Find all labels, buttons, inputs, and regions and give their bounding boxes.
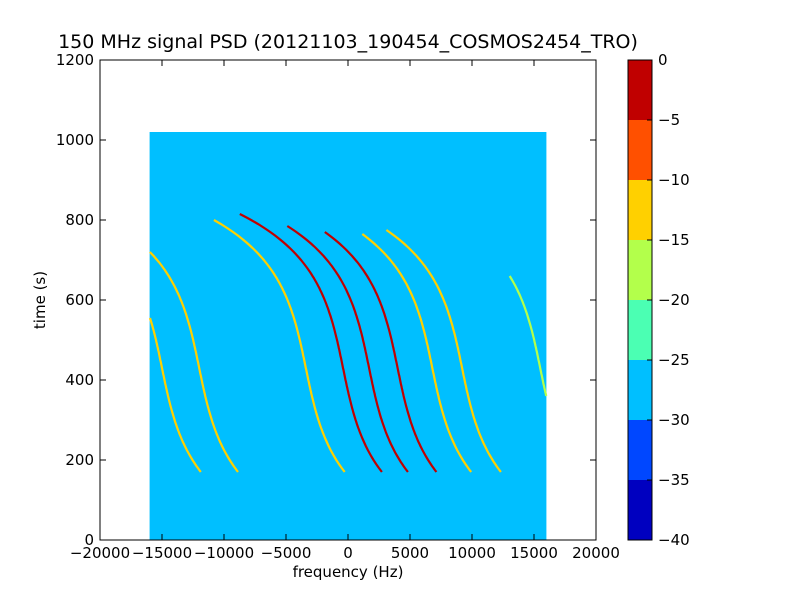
colorbar-segment: [628, 60, 652, 120]
colorbar-segment: [628, 120, 652, 180]
x-tick-label: 20000: [572, 544, 620, 562]
x-tick-label: −20000: [70, 544, 130, 562]
y-tick-label: 200: [65, 451, 94, 469]
signal-trace-1: [239, 213, 383, 473]
x-tick-label: −10000: [194, 544, 254, 562]
x-tick-label: 5000: [391, 544, 429, 562]
x-axis-label: frequency (Hz): [293, 563, 404, 581]
y-tick-label: 1000: [56, 131, 94, 149]
y-axis: 0 200 400 600 800 1000 1200: [56, 51, 596, 549]
x-axis: −20000 −15000 −10000 −5000 0 5000 10000 15000 20…: [70, 60, 620, 562]
x-tick-label: −15000: [132, 544, 192, 562]
signal-trace-5: [361, 233, 473, 473]
y-tick-label: 1200: [56, 51, 94, 69]
signal-trace-2: [213, 219, 346, 473]
colorbar-tick-label: −15: [658, 231, 690, 249]
colorbar-tick-label: −25: [658, 351, 690, 369]
colorbar-tick-label: −30: [658, 411, 690, 429]
colorbar-tick-label: −5: [658, 111, 680, 129]
signal-trace-6: [385, 229, 502, 473]
chart-title: 150 MHz signal PSD (20121103_190454_COSM…: [58, 31, 638, 53]
y-axis-label: time (s): [31, 271, 49, 329]
colorbar-segment: [628, 300, 652, 360]
y-tick-label: 0: [84, 531, 94, 549]
colorbar-tick-label: −40: [658, 531, 690, 549]
colorbar-tick-label: −35: [658, 471, 690, 489]
colorbar: −40 −35 −30 −25 −20 −15 −10 −5 0: [627, 51, 690, 549]
y-tick-label: 400: [65, 371, 94, 389]
colorbar-segment: [628, 360, 652, 420]
colorbar-segment: [628, 180, 652, 240]
colorbar-tick-label: −10: [658, 171, 690, 189]
signal-trace-9: [508, 275, 548, 397]
colorbar-tick-label: 0: [658, 51, 668, 69]
x-tick-label: 15000: [510, 544, 558, 562]
signal-trace-3: [286, 225, 409, 473]
colorbar-segment: [628, 240, 652, 300]
plot-area: [99, 59, 597, 541]
colorbar-segment: [628, 420, 652, 480]
signal-trace-7: [149, 251, 239, 473]
signal-trace-4: [324, 231, 438, 473]
colorbar-tick-label: −20: [658, 291, 690, 309]
y-tick-label: 600: [65, 291, 94, 309]
x-tick-label: 10000: [448, 544, 496, 562]
heatmap-cells: [148, 132, 548, 540]
x-tick-label: −5000: [261, 544, 312, 562]
signal-trace-8: [148, 317, 202, 473]
heatmap-background: [149, 132, 547, 540]
y-tick-label: 800: [65, 211, 94, 229]
x-tick-label: 0: [343, 544, 353, 562]
colorbar-segment: [628, 480, 652, 540]
